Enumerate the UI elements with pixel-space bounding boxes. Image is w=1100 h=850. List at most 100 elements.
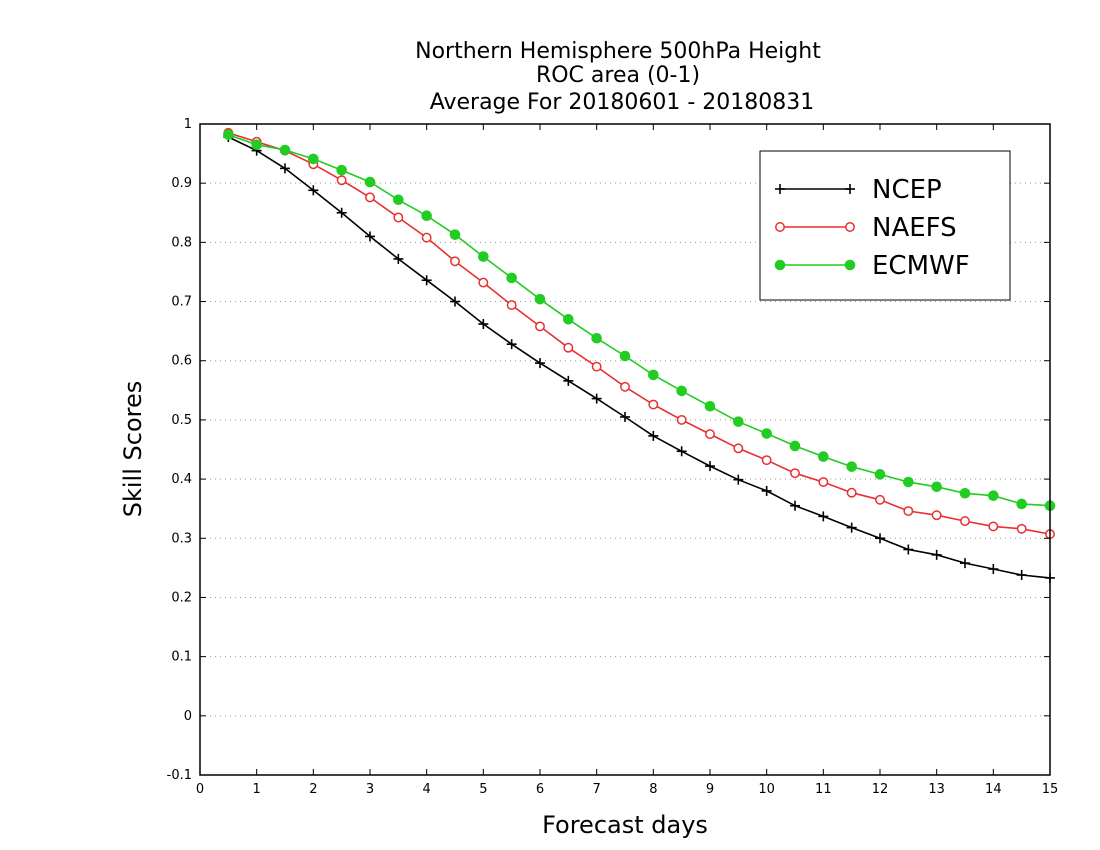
data-point-naefs bbox=[733, 443, 744, 454]
y-tick-label: -0.1 bbox=[167, 768, 192, 783]
data-point-ecmwf bbox=[279, 144, 291, 156]
data-point-ncep bbox=[761, 485, 772, 496]
data-point-naefs bbox=[506, 300, 517, 311]
data-point-ecmwf bbox=[251, 139, 262, 151]
data-point-naefs bbox=[620, 381, 630, 392]
y-tick-label: 0.9 bbox=[171, 176, 192, 191]
data-point-ecmwf bbox=[761, 428, 772, 439]
legend-marker bbox=[775, 184, 785, 194]
x-tick-label: 10 bbox=[758, 782, 775, 797]
x-tick-label: 4 bbox=[423, 782, 431, 797]
x-tick-label: 9 bbox=[706, 782, 714, 797]
data-point-ncep bbox=[903, 544, 914, 555]
y-tick-label: 0.3 bbox=[171, 531, 192, 546]
data-point-naefs bbox=[761, 455, 772, 466]
data-point-ecmwf bbox=[931, 481, 942, 493]
data-point-ecmwf bbox=[903, 476, 914, 488]
data-point-naefs bbox=[790, 468, 800, 479]
data-point-ncep bbox=[960, 558, 970, 569]
data-point-ecmwf bbox=[846, 461, 857, 472]
data-point-ncep bbox=[421, 275, 432, 286]
data-point-ecmwf bbox=[478, 251, 489, 262]
data-point-ecmwf bbox=[704, 400, 716, 412]
data-point-ecmwf bbox=[818, 451, 829, 462]
x-tick-label: 15 bbox=[1042, 782, 1059, 797]
data-point-naefs bbox=[903, 506, 914, 516]
data-point-naefs bbox=[336, 175, 347, 186]
data-point-ncep bbox=[365, 231, 375, 242]
x-tick-label: 14 bbox=[985, 782, 1002, 797]
series-line-ncep bbox=[227, 136, 1051, 579]
data-point-ncep bbox=[591, 393, 602, 404]
y-tick-label: 0.5 bbox=[171, 413, 192, 428]
legend-entry-ncep: NCEP bbox=[775, 175, 942, 205]
data-point-ecmwf bbox=[421, 210, 432, 222]
legend-marker bbox=[774, 259, 786, 271]
data-point-ecmwf bbox=[364, 176, 376, 188]
data-point-ncep bbox=[931, 549, 942, 560]
x-tick-label: 3 bbox=[366, 782, 374, 797]
series-naefs bbox=[223, 127, 1055, 540]
x-tick-label: 13 bbox=[928, 782, 945, 797]
data-point-naefs bbox=[591, 361, 602, 372]
y-axis: -0.1 0 0.1 0.2 0.3 0.4 0.5 0.6 0.7 0.8 0.9 1 bbox=[167, 117, 1050, 783]
y-tick-label: 0.1 bbox=[171, 650, 192, 665]
data-point-ncep bbox=[846, 522, 857, 533]
data-point-ecmwf bbox=[308, 153, 319, 165]
data-point-naefs bbox=[393, 212, 404, 223]
x-tick-label: 12 bbox=[872, 782, 889, 797]
data-point-ecmwf bbox=[676, 385, 687, 397]
data-point-ecmwf bbox=[619, 350, 631, 362]
x-tick-label: 2 bbox=[309, 782, 317, 797]
data-point-ncep bbox=[875, 533, 885, 544]
data-point-naefs bbox=[931, 510, 942, 521]
data-point-ecmwf bbox=[534, 293, 546, 305]
data-point-naefs bbox=[563, 342, 574, 353]
data-point-ecmwf bbox=[223, 129, 234, 140]
title-line-3: Average For 20180601 - 20180831 bbox=[430, 90, 815, 115]
plot-series bbox=[223, 127, 1056, 583]
y-tick-label: 0 bbox=[184, 709, 192, 724]
y-tick-label: 0.7 bbox=[171, 295, 192, 310]
y-tick-label: 1 bbox=[184, 117, 192, 132]
data-point-ncep bbox=[336, 207, 347, 218]
title-line-1: Northern Hemisphere 500hPa Height bbox=[415, 39, 821, 64]
x-tick-label: 6 bbox=[536, 782, 544, 797]
data-point-ncep bbox=[818, 511, 829, 522]
chart-title: Northern Hemisphere 500hPa Height ROC ar… bbox=[415, 39, 821, 115]
data-point-ecmwf bbox=[1016, 498, 1027, 510]
series-ncep bbox=[223, 132, 1055, 583]
y-tick-label: 0.6 bbox=[171, 354, 192, 369]
data-point-ecmwf bbox=[563, 314, 574, 325]
legend-marker bbox=[844, 259, 856, 271]
data-point-naefs bbox=[421, 232, 432, 243]
data-point-ecmwf bbox=[336, 164, 347, 176]
x-tick-label: 1 bbox=[253, 782, 261, 797]
data-point-ecmwf bbox=[988, 490, 999, 501]
x-tick-label: 7 bbox=[593, 782, 601, 797]
data-point-ncep bbox=[308, 185, 319, 196]
data-point-ncep bbox=[450, 296, 460, 307]
data-point-naefs bbox=[875, 494, 885, 505]
data-point-naefs bbox=[960, 516, 970, 527]
x-tick-label: 0 bbox=[196, 782, 204, 797]
plot-frame bbox=[199, 123, 1051, 776]
data-point-naefs bbox=[535, 321, 545, 332]
data-point-ecmwf bbox=[733, 416, 744, 427]
legend-entry-ecmwf: ECMWF bbox=[774, 251, 970, 281]
series-ecmwf bbox=[223, 129, 1056, 512]
legend-marker bbox=[845, 222, 855, 232]
data-point-ecmwf bbox=[648, 369, 659, 381]
legend-box bbox=[759, 150, 1011, 301]
data-point-ecmwf bbox=[393, 194, 404, 206]
data-point-ncep bbox=[506, 339, 517, 350]
data-point-ncep bbox=[563, 375, 574, 386]
data-point-naefs bbox=[705, 429, 715, 440]
data-point-naefs bbox=[478, 277, 489, 288]
data-point-naefs bbox=[648, 399, 659, 410]
y-tick-label: 0.8 bbox=[171, 235, 192, 250]
x-tick-label: 5 bbox=[479, 782, 487, 797]
data-point-ncep bbox=[733, 474, 744, 485]
data-point-ncep bbox=[620, 411, 630, 422]
data-point-naefs bbox=[450, 256, 460, 267]
